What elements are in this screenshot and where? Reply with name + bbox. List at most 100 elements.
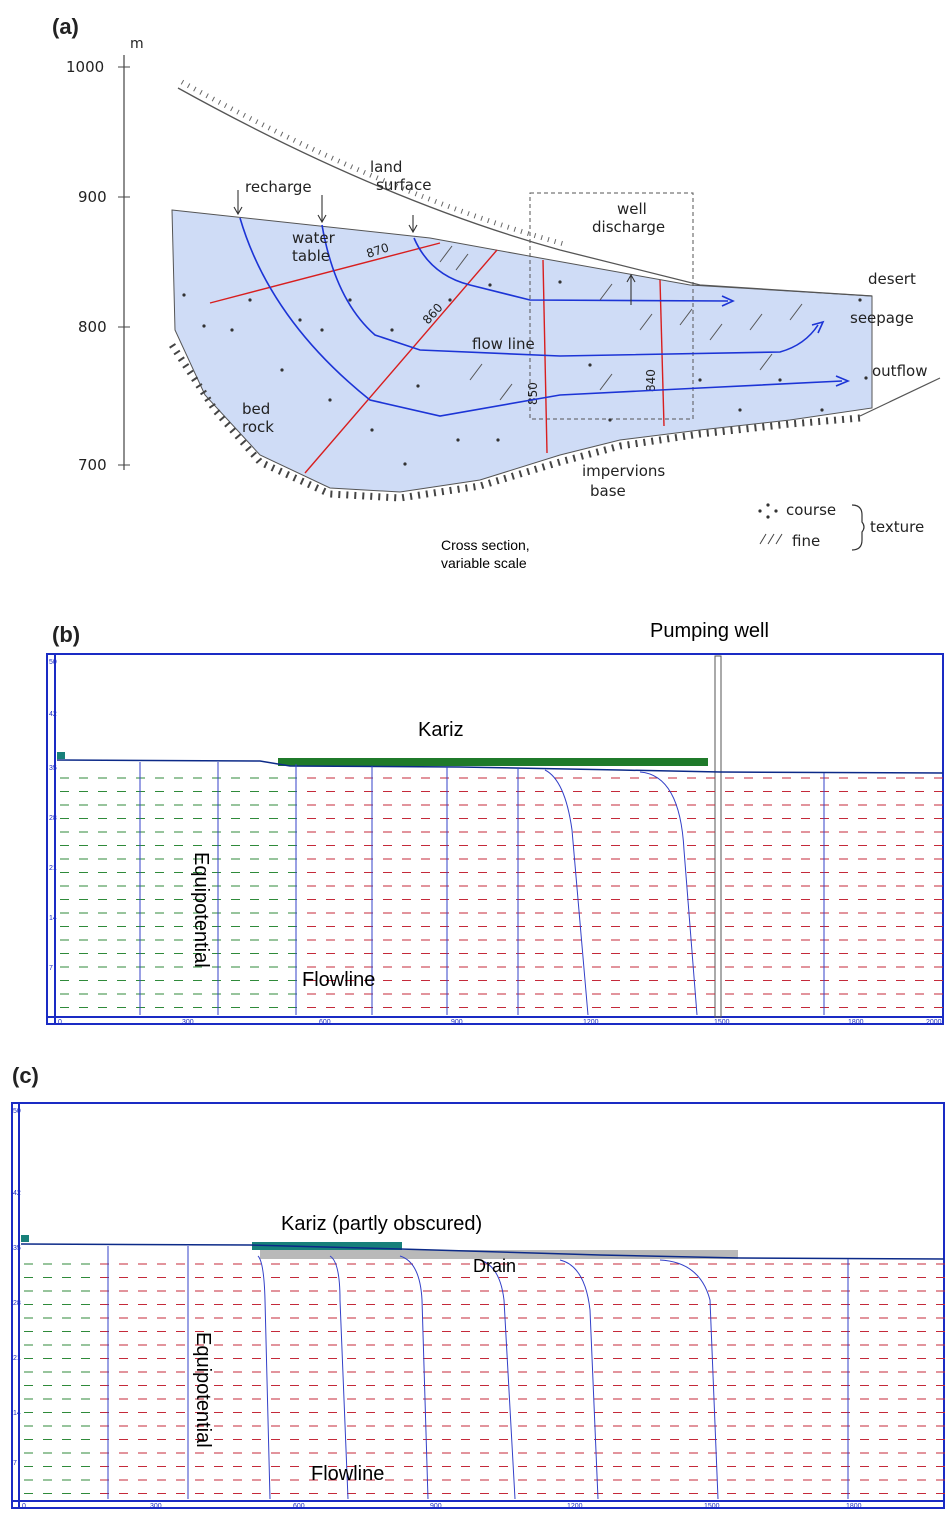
grid-lines-c bbox=[24, 1263, 945, 1494]
x-tick-c-900: 900 bbox=[430, 1503, 442, 1510]
left-boundary-marker-b bbox=[57, 752, 65, 759]
axis-label-700: 700 bbox=[78, 456, 107, 474]
x-tick-c-1800: 1800 bbox=[846, 1503, 862, 1510]
panel-b-frame bbox=[46, 653, 944, 1025]
contour-label-840: 840 bbox=[644, 369, 658, 392]
flowline-label-c: Flowline bbox=[311, 1463, 385, 1485]
equipotential-840 bbox=[659, 279, 665, 427]
axis-ticks-b: 0 300 600 900 1200 1500 1800 2000 50 42 … bbox=[49, 659, 942, 1026]
equipotential-870 bbox=[209, 242, 441, 304]
kariz-label-b: Kariz bbox=[418, 719, 464, 741]
legend-course: course bbox=[786, 501, 836, 519]
flowline-label-b: Flowline bbox=[302, 969, 376, 991]
y-tick-c-28: 28 bbox=[13, 1300, 21, 1307]
water-table-b bbox=[56, 759, 944, 774]
panel-a-diagram: m 1000 900 800 700 870 860 850 840 bbox=[66, 36, 941, 551]
base-line-right bbox=[859, 377, 941, 417]
x-tick-c-300: 300 bbox=[150, 1503, 162, 1510]
x-tick-b-300: 300 bbox=[182, 1019, 194, 1026]
arrowhead-3 bbox=[835, 375, 851, 387]
x-tick-b-900: 900 bbox=[451, 1019, 463, 1026]
equipotential-850 bbox=[542, 259, 548, 454]
label-flow-line: flow line bbox=[472, 335, 535, 353]
x-tick-c-0: 0 bbox=[22, 1503, 26, 1510]
y-tick-b-14: 14 bbox=[49, 915, 57, 922]
legend-fine: fine bbox=[792, 532, 820, 550]
pumping-well-shaft bbox=[714, 655, 722, 1018]
flow-line-lower bbox=[239, 217, 843, 417]
x-tick-c-1200: 1200 bbox=[567, 1503, 583, 1510]
y-tick-b-42: 42 bbox=[49, 711, 57, 718]
axis-unit-label: m bbox=[130, 36, 144, 52]
x-tick-b-0: 0 bbox=[58, 1019, 62, 1026]
y-tick-c-35: 35 bbox=[13, 1245, 21, 1252]
y-tick-b-7: 7 bbox=[49, 965, 53, 972]
y-tick-b-35: 35 bbox=[49, 765, 57, 772]
axis-label-800: 800 bbox=[78, 318, 107, 336]
legend-brace bbox=[851, 504, 865, 551]
texture-legend: course fine texture bbox=[758, 501, 924, 551]
water-table-c bbox=[20, 1243, 945, 1260]
axis-label-900: 900 bbox=[78, 188, 107, 206]
y-tick-c-42: 42 bbox=[13, 1190, 21, 1197]
recharge-arrows bbox=[233, 190, 636, 305]
x-tick-b-600: 600 bbox=[319, 1019, 331, 1026]
label-water: water bbox=[292, 229, 336, 247]
arrowhead-2 bbox=[811, 320, 825, 334]
arrowhead-1 bbox=[721, 295, 735, 307]
drain-bar bbox=[260, 1250, 738, 1259]
y-tick-c-21: 21 bbox=[13, 1355, 21, 1362]
left-boundary-marker-c bbox=[21, 1235, 29, 1242]
flow-line-upper bbox=[413, 237, 729, 302]
drain-label: Drain bbox=[473, 1256, 517, 1276]
flowlines-c bbox=[107, 1246, 849, 1500]
equipotential-860 bbox=[304, 249, 498, 474]
y-tick-b-21: 21 bbox=[49, 865, 57, 872]
pumping-well-label: Pumping well bbox=[650, 620, 769, 642]
label-desert: desert bbox=[868, 270, 916, 288]
kariz-bar-b bbox=[278, 758, 708, 766]
label-seepage: seepage bbox=[850, 309, 914, 327]
x-tick-c-1500: 1500 bbox=[704, 1503, 720, 1510]
label-outflow: outflow bbox=[872, 362, 927, 380]
x-tick-c-600: 600 bbox=[293, 1503, 305, 1510]
y-tick-c-50: 50 bbox=[13, 1108, 21, 1115]
land-surface-line bbox=[177, 87, 873, 297]
fine-texture-hatch bbox=[439, 245, 803, 401]
axis-ticks-c: 0 300 600 900 1200 1500 1800 50 42 35 28… bbox=[13, 1108, 862, 1510]
label-table: table bbox=[292, 247, 330, 265]
axis-label-1000: 1000 bbox=[66, 58, 104, 76]
label-base: base bbox=[590, 482, 626, 500]
y-tick-b-28: 28 bbox=[49, 815, 57, 822]
label-well: well bbox=[617, 200, 647, 218]
label-rock: rock bbox=[242, 418, 274, 436]
label-bed: bed bbox=[242, 400, 270, 418]
contour-label-870: 870 bbox=[365, 240, 391, 260]
x-tick-b-1500: 1500 bbox=[714, 1019, 730, 1026]
y-tick-c-7: 7 bbox=[13, 1460, 17, 1467]
kariz-bar-c bbox=[252, 1242, 402, 1250]
label-surface: surface bbox=[376, 176, 431, 194]
panel-b-letter: (b) bbox=[52, 622, 81, 647]
x-tick-b-1200: 1200 bbox=[583, 1019, 599, 1026]
y-tick-b-50: 50 bbox=[49, 659, 57, 666]
panel-c-letter: (c) bbox=[12, 1063, 39, 1088]
kariz-label-c: Kariz (partly obscured) bbox=[281, 1213, 483, 1235]
label-discharge: discharge bbox=[592, 218, 665, 236]
coarse-texture-dots bbox=[182, 280, 868, 466]
panel-a-letter: (a) bbox=[52, 14, 79, 39]
equipotential-label-c: Equipotential bbox=[192, 1332, 214, 1448]
flow-lines bbox=[239, 217, 843, 417]
flow-line-middle bbox=[321, 224, 819, 357]
x-tick-b-2000: 2000 bbox=[926, 1019, 942, 1026]
label-impervions: impervions bbox=[582, 462, 665, 480]
land-surface-hatch bbox=[180, 79, 565, 247]
well-discharge-box bbox=[529, 192, 694, 420]
x-tick-b-1800: 1800 bbox=[848, 1019, 864, 1026]
label-land: land bbox=[370, 158, 402, 176]
equipotential-lines bbox=[209, 242, 665, 474]
panel-c-frame bbox=[11, 1102, 945, 1509]
grid-lines-b bbox=[60, 777, 943, 1008]
